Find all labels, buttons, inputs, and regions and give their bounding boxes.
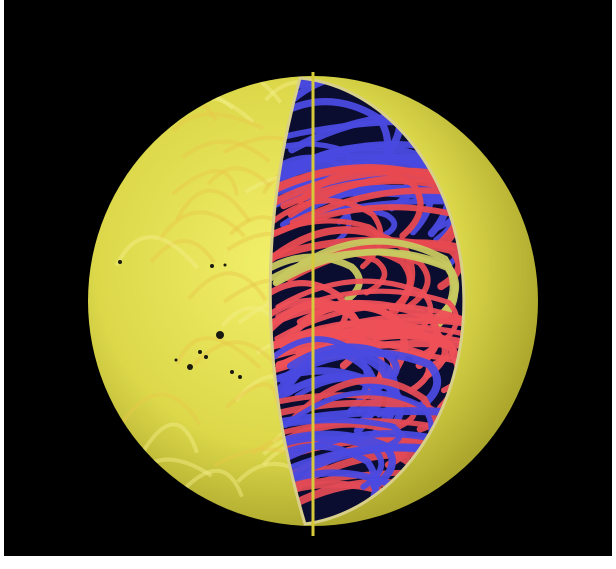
- field-tube: [289, 187, 464, 262]
- surface-line: [120, 392, 202, 426]
- field-tube: [277, 348, 442, 412]
- field-tube: [294, 172, 464, 217]
- cutaway-rim: [268, 76, 466, 526]
- field-tube: [270, 236, 463, 291]
- surface-line: [171, 168, 239, 196]
- surface-line: [114, 235, 200, 270]
- sunspot: [238, 375, 242, 379]
- field-tube: [270, 392, 417, 431]
- sunspot: [210, 264, 214, 268]
- surface-line: [140, 422, 199, 454]
- field-tube: [272, 248, 460, 321]
- sunspot: [216, 331, 224, 339]
- sunspot: [174, 358, 178, 362]
- sunspot: [204, 355, 208, 359]
- surface-line: [192, 340, 276, 367]
- field-tube: [274, 303, 464, 378]
- sunspot: [187, 364, 193, 370]
- surface-line: [175, 336, 262, 370]
- sunspot: [230, 370, 234, 374]
- surface-line: [175, 188, 252, 223]
- field-tube: [275, 420, 410, 469]
- surface-line: [206, 166, 271, 187]
- surface-line: [181, 139, 271, 164]
- field-tube: [288, 111, 464, 191]
- sunspot: [118, 260, 122, 264]
- surface-line: [187, 271, 268, 302]
- sunspots: [118, 260, 242, 379]
- surface-line: [149, 238, 217, 264]
- field-tube: [295, 317, 464, 393]
- sunspot: [223, 263, 227, 267]
- field-tube: [270, 204, 464, 269]
- surface-line: [171, 112, 264, 133]
- sunspot: [198, 350, 202, 354]
- surface-line: [157, 210, 247, 242]
